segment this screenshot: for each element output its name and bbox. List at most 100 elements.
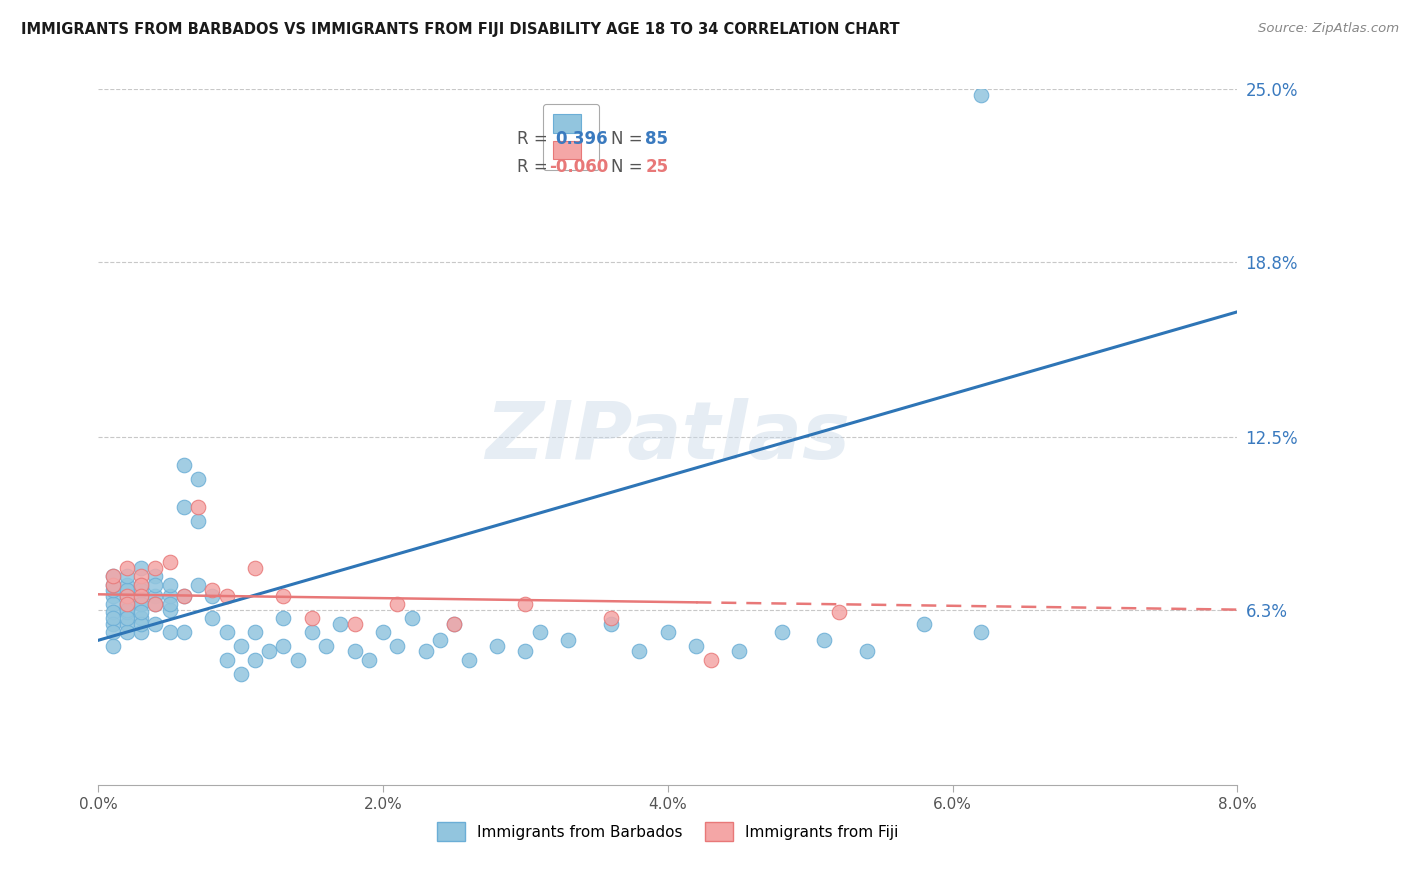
Point	[101, 639, 124, 653]
Point	[145, 616, 167, 631]
Point	[215, 653, 238, 667]
Point	[187, 577, 209, 591]
Point	[145, 577, 167, 591]
Point	[429, 633, 451, 648]
Point	[243, 624, 266, 639]
Text: R =: R =	[517, 130, 548, 148]
Point	[129, 597, 152, 611]
Point	[159, 597, 181, 611]
Point	[129, 583, 152, 598]
Point	[145, 561, 167, 575]
Point	[970, 87, 993, 102]
Point	[101, 583, 124, 598]
Point	[273, 589, 295, 603]
Point	[856, 644, 879, 658]
Point	[486, 639, 509, 653]
Text: 0.396: 0.396	[555, 130, 607, 148]
Point	[628, 644, 651, 658]
Point	[115, 589, 138, 603]
Text: N =: N =	[612, 159, 643, 177]
Point	[159, 555, 181, 569]
Point	[101, 624, 124, 639]
Point	[173, 589, 195, 603]
Point	[115, 611, 138, 625]
Point	[912, 616, 935, 631]
Point	[115, 602, 138, 616]
Point	[457, 653, 479, 667]
Point	[201, 589, 224, 603]
Point	[770, 624, 793, 639]
Point	[145, 589, 167, 603]
Point	[187, 500, 209, 514]
Point	[229, 639, 252, 653]
Point	[129, 577, 152, 591]
Point	[129, 597, 152, 611]
Legend: Immigrants from Barbados, Immigrants from Fiji: Immigrants from Barbados, Immigrants fro…	[432, 816, 904, 847]
Point	[101, 589, 124, 603]
Point	[115, 616, 138, 631]
Point	[343, 644, 366, 658]
Point	[357, 653, 380, 667]
Point	[159, 577, 181, 591]
Point	[529, 624, 551, 639]
Point	[273, 611, 295, 625]
Text: -0.060: -0.060	[550, 159, 609, 177]
Point	[243, 653, 266, 667]
Point	[129, 606, 152, 620]
Point	[685, 639, 707, 653]
Point	[699, 653, 721, 667]
Point	[115, 597, 138, 611]
Point	[371, 624, 394, 639]
Point	[187, 472, 209, 486]
Point	[201, 583, 224, 598]
Point	[129, 616, 152, 631]
Point	[315, 639, 337, 653]
Point	[557, 633, 579, 648]
Text: ZIPatlas: ZIPatlas	[485, 398, 851, 476]
Point	[145, 597, 167, 611]
Point	[115, 583, 138, 598]
Text: 85: 85	[645, 130, 668, 148]
Point	[515, 597, 537, 611]
Point	[173, 458, 195, 472]
Point	[129, 589, 152, 603]
Point	[115, 624, 138, 639]
Point	[115, 577, 138, 591]
Point	[970, 624, 993, 639]
Point	[145, 569, 167, 583]
Point	[387, 597, 409, 611]
Point	[415, 644, 437, 658]
Point	[600, 616, 623, 631]
Point	[159, 589, 181, 603]
Point	[287, 653, 309, 667]
Point	[215, 589, 238, 603]
Point	[201, 611, 224, 625]
Text: IMMIGRANTS FROM BARBADOS VS IMMIGRANTS FROM FIJI DISABILITY AGE 18 TO 34 CORRELA: IMMIGRANTS FROM BARBADOS VS IMMIGRANTS F…	[21, 22, 900, 37]
Point	[401, 611, 423, 625]
Point	[329, 616, 352, 631]
Point	[343, 616, 366, 631]
Point	[443, 616, 465, 631]
Point	[173, 624, 195, 639]
Point	[101, 597, 124, 611]
Point	[101, 577, 124, 591]
Point	[443, 616, 465, 631]
Text: Source: ZipAtlas.com: Source: ZipAtlas.com	[1258, 22, 1399, 36]
Point	[215, 624, 238, 639]
Point	[101, 606, 124, 620]
Point	[159, 602, 181, 616]
Text: R =: R =	[517, 159, 548, 177]
Point	[129, 569, 152, 583]
Point	[728, 644, 751, 658]
Point	[828, 606, 851, 620]
Point	[145, 597, 167, 611]
Point	[129, 611, 152, 625]
Point	[301, 624, 323, 639]
Point	[115, 561, 138, 575]
Point	[115, 569, 138, 583]
Text: 25: 25	[645, 159, 668, 177]
Point	[159, 624, 181, 639]
Point	[129, 624, 152, 639]
Point	[259, 644, 281, 658]
Point	[600, 611, 623, 625]
